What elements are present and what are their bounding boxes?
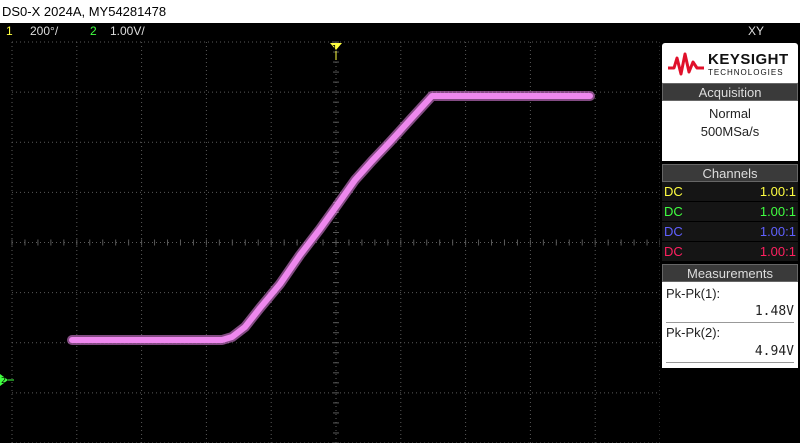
xy-trace (69, 93, 593, 343)
ch1-coupling: DC (664, 184, 683, 199)
measurement-divider (666, 322, 794, 323)
keysight-wave-icon (668, 52, 704, 76)
channel-row-4[interactable]: DC 1.00:1 (662, 242, 798, 261)
brand-subtitle: TECHNOLOGIES (708, 68, 784, 77)
scope-display[interactable]: 1 2 (0, 40, 660, 443)
measurement-2-label: Pk-Pk(2): (666, 325, 721, 340)
ch2-coupling: DC (664, 204, 683, 219)
side-panel: KEYSIGHT TECHNOLOGIES Acquisition Normal… (660, 40, 800, 443)
ch3-coupling: DC (664, 224, 683, 239)
ch1-probe-ratio: 1.00:1 (759, 184, 796, 199)
channel-row-3[interactable]: DC 1.00:1 (662, 222, 798, 241)
measurement-1-value: 1.48V (754, 304, 794, 319)
brand-name: KEYSIGHT (708, 51, 789, 68)
display-mode: XY (748, 24, 765, 38)
svg-text:2: 2 (1, 376, 6, 385)
channel-status-bar: 1 200°/ 2 1.00V/ XY (0, 23, 800, 40)
acquisition-header[interactable]: Acquisition (662, 83, 798, 101)
acquisition-mode: Normal (709, 106, 751, 121)
measurement-divider (666, 362, 794, 363)
ch2-probe-ratio: 1.00:1 (759, 204, 796, 219)
window-title-bar: DS0-X 2024A, MY54281478 (0, 0, 800, 23)
ch1-number[interactable]: 1 (6, 24, 13, 38)
measurements-body[interactable]: Pk-Pk(1): 1.48V Pk-Pk(2): 4.94V (662, 282, 798, 368)
window-title: DS0-X 2024A, MY54281478 (2, 4, 167, 19)
measurement-2-value: 4.94V (754, 344, 794, 359)
channel-row-2[interactable]: DC 1.00:1 (662, 202, 798, 221)
channel2-marker-icon[interactable]: 2 (0, 374, 14, 386)
sample-rate: 500MSa/s (700, 124, 760, 139)
ch2-scale[interactable]: 1.00V/ (110, 24, 145, 38)
measurements-header[interactable]: Measurements (662, 264, 798, 282)
svg-text:1: 1 (332, 44, 337, 53)
channel-row-1[interactable]: DC 1.00:1 (662, 182, 798, 201)
ch4-probe-ratio: 1.00:1 (759, 244, 796, 259)
ch4-coupling: DC (664, 244, 683, 259)
ch2-number[interactable]: 2 (90, 24, 97, 38)
acquisition-body[interactable]: Normal 500MSa/s (662, 101, 798, 161)
measurement-1-label: Pk-Pk(1): (666, 286, 721, 301)
keysight-logo: KEYSIGHT TECHNOLOGIES (662, 43, 798, 85)
graticule: 1 2 (0, 41, 660, 443)
ch3-probe-ratio: 1.00:1 (759, 224, 796, 239)
channel1-marker-icon[interactable]: 1 (330, 43, 342, 60)
channels-header[interactable]: Channels (662, 164, 798, 182)
ch1-scale[interactable]: 200°/ (30, 24, 59, 38)
